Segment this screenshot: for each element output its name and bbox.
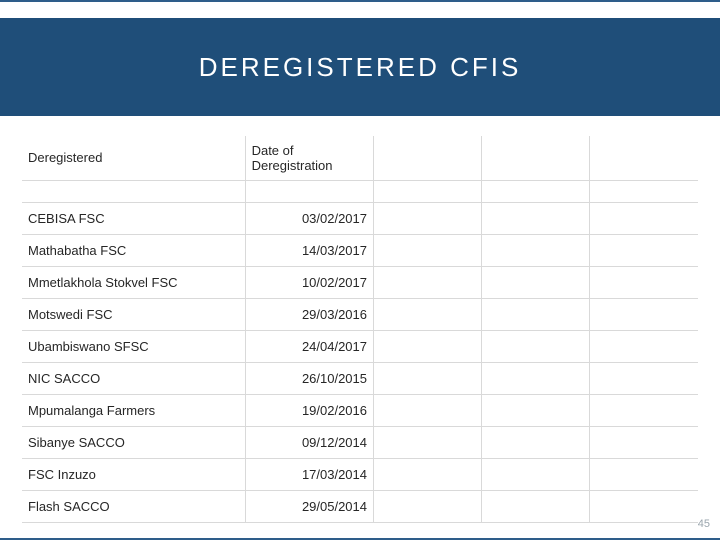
cell-empty (482, 266, 590, 298)
cell-empty (374, 330, 482, 362)
cell-empty (374, 202, 482, 234)
cell-empty (374, 266, 482, 298)
cell-name: NIC SACCO (22, 362, 245, 394)
cell-empty (482, 234, 590, 266)
cell-name: Mmetlakhola Stokvel FSC (22, 266, 245, 298)
table-container: Deregistered Date of Deregistration CEBI… (22, 136, 698, 523)
cell-empty (374, 362, 482, 394)
cell-date: 09/12/2014 (245, 426, 373, 458)
cell-date: 26/10/2015 (245, 362, 373, 394)
cell-empty (590, 234, 698, 266)
cell-empty (482, 426, 590, 458)
deregistered-table: Deregistered Date of Deregistration CEBI… (22, 136, 698, 523)
slide-title: DEREGISTERED CFIS (199, 52, 522, 83)
page-number: 45 (698, 518, 710, 530)
table-row: Flash SACCO29/05/2014 (22, 490, 698, 522)
col-header-empty-4 (482, 136, 590, 180)
cell-empty (374, 426, 482, 458)
table-row: Sibanye SACCO09/12/2014 (22, 426, 698, 458)
cell-empty (374, 490, 482, 522)
cell-empty (590, 458, 698, 490)
table-row: CEBISA FSC03/02/2017 (22, 202, 698, 234)
cell-date: 29/05/2014 (245, 490, 373, 522)
cell-empty (590, 394, 698, 426)
title-banner: DEREGISTERED CFIS (0, 18, 720, 116)
cell-empty (374, 234, 482, 266)
cell-date: 14/03/2017 (245, 234, 373, 266)
cell-name: FSC Inzuzo (22, 458, 245, 490)
cell-date: 10/02/2017 (245, 266, 373, 298)
table-row: Mmetlakhola Stokvel FSC10/02/2017 (22, 266, 698, 298)
table-row: NIC SACCO26/10/2015 (22, 362, 698, 394)
cell-date: 03/02/2017 (245, 202, 373, 234)
col-header-date: Date of Deregistration (245, 136, 373, 180)
cell-empty (374, 394, 482, 426)
cell-empty (482, 330, 590, 362)
cell-empty (590, 266, 698, 298)
cell-date: 19/02/2016 (245, 394, 373, 426)
table-row: FSC Inzuzo17/03/2014 (22, 458, 698, 490)
cell-name: Motswedi FSC (22, 298, 245, 330)
table-row: Motswedi FSC29/03/2016 (22, 298, 698, 330)
cell-date: 24/04/2017 (245, 330, 373, 362)
cell-name: CEBISA FSC (22, 202, 245, 234)
cell-empty (590, 298, 698, 330)
table-row: Mathabatha FSC14/03/2017 (22, 234, 698, 266)
cell-name: Flash SACCO (22, 490, 245, 522)
table-spacer-row (22, 180, 698, 202)
cell-empty (374, 458, 482, 490)
cell-date: 29/03/2016 (245, 298, 373, 330)
cell-empty (482, 458, 590, 490)
cell-empty (482, 362, 590, 394)
cell-empty (590, 426, 698, 458)
table-header-row: Deregistered Date of Deregistration (22, 136, 698, 180)
cell-empty (590, 362, 698, 394)
table-row: Mpumalanga Farmers19/02/2016 (22, 394, 698, 426)
cell-empty (590, 202, 698, 234)
cell-name: Sibanye SACCO (22, 426, 245, 458)
cell-name: Ubambiswano SFSC (22, 330, 245, 362)
cell-empty (374, 298, 482, 330)
table-row: Ubambiswano SFSC24/04/2017 (22, 330, 698, 362)
cell-empty (590, 330, 698, 362)
cell-empty (482, 298, 590, 330)
cell-empty (482, 202, 590, 234)
cell-empty (590, 490, 698, 522)
cell-name: Mathabatha FSC (22, 234, 245, 266)
cell-name: Mpumalanga Farmers (22, 394, 245, 426)
cell-empty (482, 490, 590, 522)
col-header-empty-3 (374, 136, 482, 180)
col-header-deregistered: Deregistered (22, 136, 245, 180)
col-header-empty-5 (590, 136, 698, 180)
cell-date: 17/03/2014 (245, 458, 373, 490)
table-body: Deregistered Date of Deregistration CEBI… (22, 136, 698, 522)
cell-empty (482, 394, 590, 426)
